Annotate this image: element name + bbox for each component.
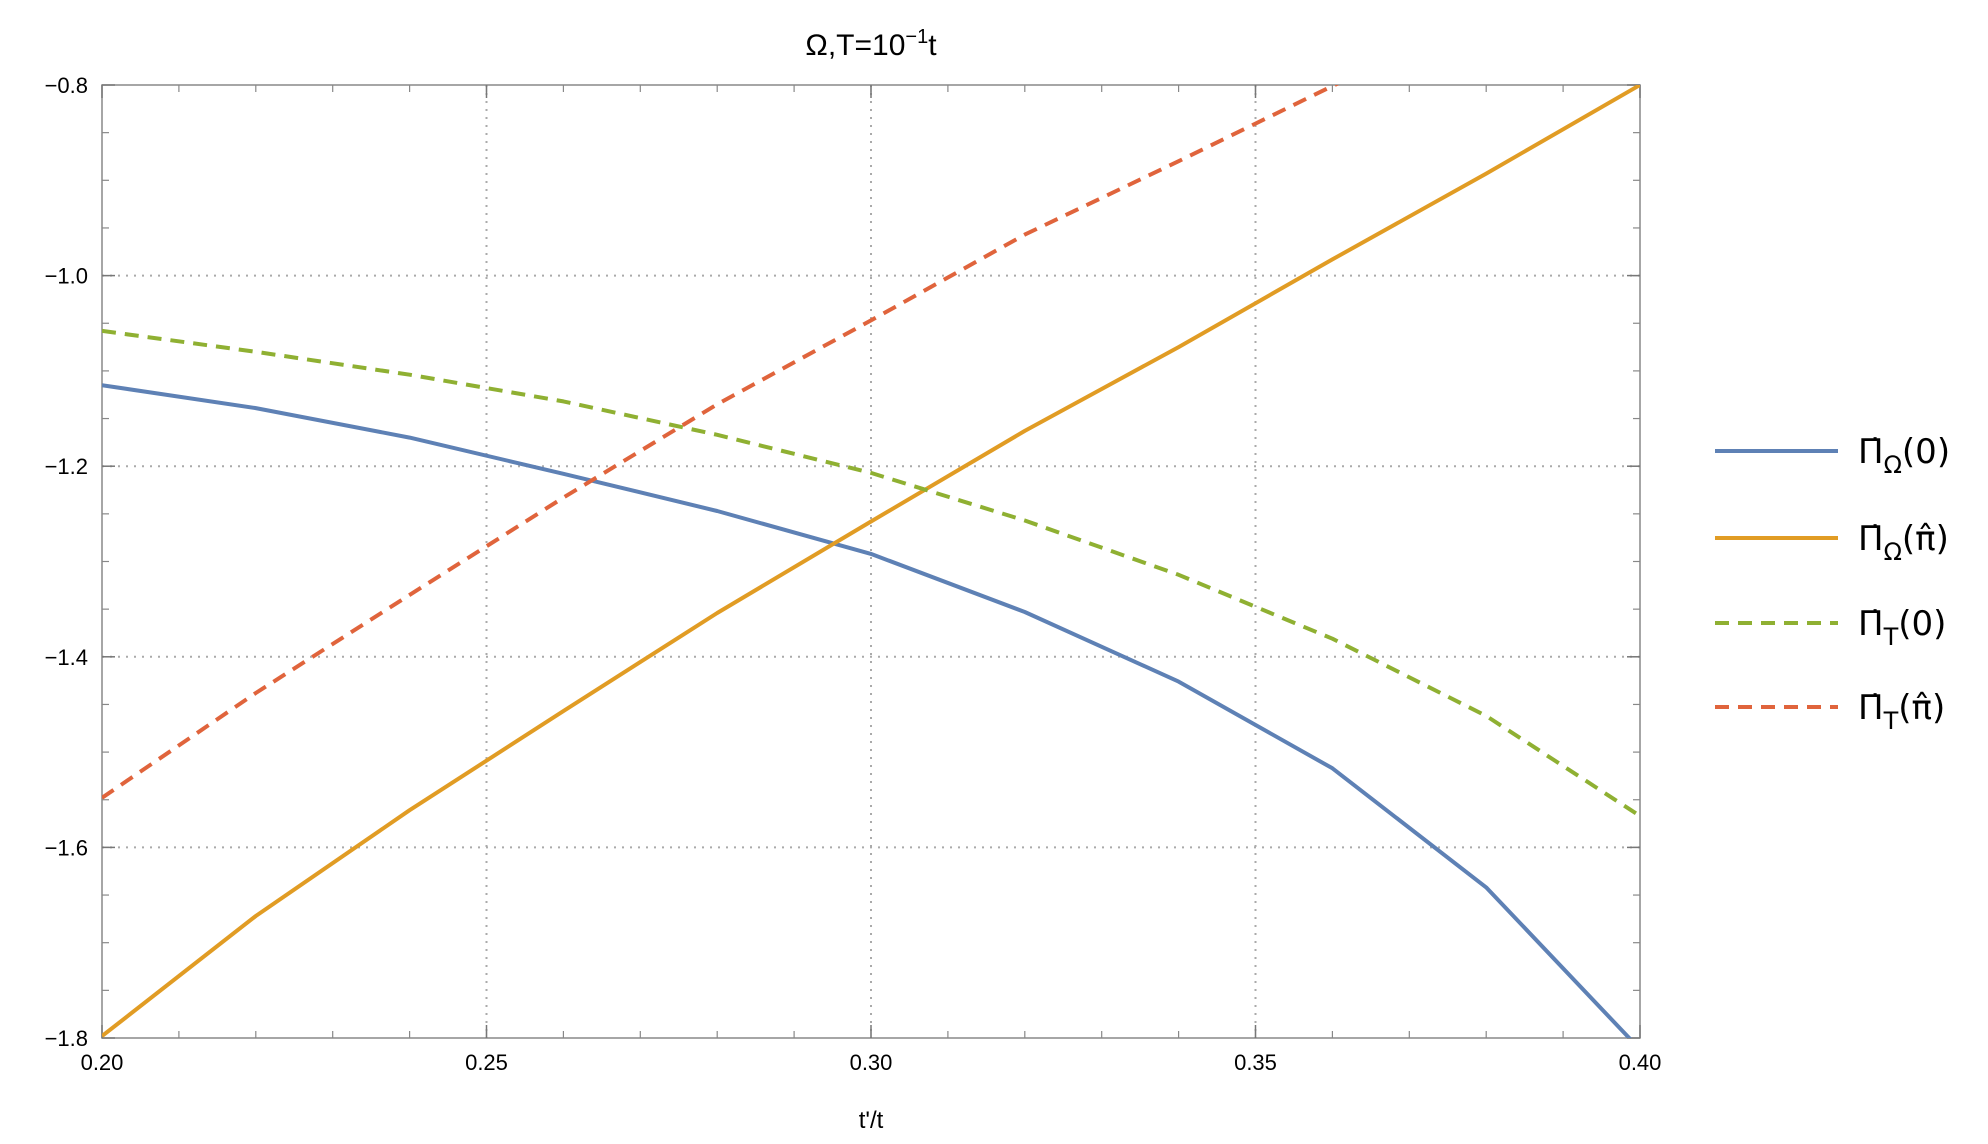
legend-label-arg: (0) (1902, 432, 1950, 472)
chart-title: Ω,T=10−1t (805, 26, 937, 62)
x-tick-labels: 0.20 0.25 0.30 0.35 0.40 (81, 1050, 1662, 1075)
y-tick-label: −1.0 (45, 264, 88, 289)
series-layer (102, 85, 1640, 1038)
y-tick-label: −1.8 (45, 1026, 88, 1051)
legend-label-sub: Ω (1884, 451, 1902, 479)
series-line-2 (102, 328, 1640, 818)
y-tick-label: −0.8 (45, 73, 88, 98)
series-line-0 (102, 383, 1632, 1038)
x-tick-label: 0.40 (1619, 1050, 1662, 1075)
y-tick-label: −1.6 (45, 835, 88, 860)
legend-label-arg: (0) (1898, 604, 1946, 644)
minor-ticks (102, 85, 1640, 1038)
legend-label-base: Π̇ (1858, 519, 1884, 559)
legend-label-base: Π̇ (1858, 688, 1884, 728)
series-line-1 (102, 85, 1640, 1038)
legend-label-0: Π̇Ω(0) (1858, 432, 1950, 479)
legend-label-2: Π̇T(0) (1858, 604, 1946, 651)
y-tick-label: −1.2 (45, 454, 88, 479)
legend-label-sub: Ω (1884, 538, 1902, 566)
x-tick-label: 0.35 (1234, 1050, 1277, 1075)
x-tick-label: 0.30 (850, 1050, 893, 1075)
legend-label-sub: T (1883, 623, 1899, 651)
y-tick-label: −1.4 (45, 645, 88, 670)
legend-label-base: Π̇ (1858, 432, 1884, 472)
major-ticks (101, 84, 1641, 1039)
x-axis-title: t'/t (859, 1107, 884, 1134)
grid-lines (102, 85, 1640, 1038)
plot-frame (101, 84, 1641, 1039)
legend-label-base: Π̇ (1858, 604, 1884, 644)
legend-label-sub: T (1883, 707, 1899, 735)
x-tick-label: 0.20 (81, 1050, 124, 1075)
legend-label-1: Π̇Ω(π̂) (1858, 519, 1949, 566)
x-tick-label: 0.25 (465, 1050, 508, 1075)
series-line-3 (102, 85, 1340, 800)
legend: Π̇Ω(0)Π̇Ω(π̂)Π̇T(0)Π̇T(π̂) (1715, 432, 1950, 735)
y-tick-labels: −1.8 −1.6 −1.4 −1.2 −1.0 −0.8 (45, 73, 88, 1051)
legend-label-arg: (π̂) (1898, 688, 1945, 728)
legend-label-arg: (π̂) (1902, 519, 1949, 559)
legend-label-3: Π̇T(π̂) (1858, 688, 1945, 735)
